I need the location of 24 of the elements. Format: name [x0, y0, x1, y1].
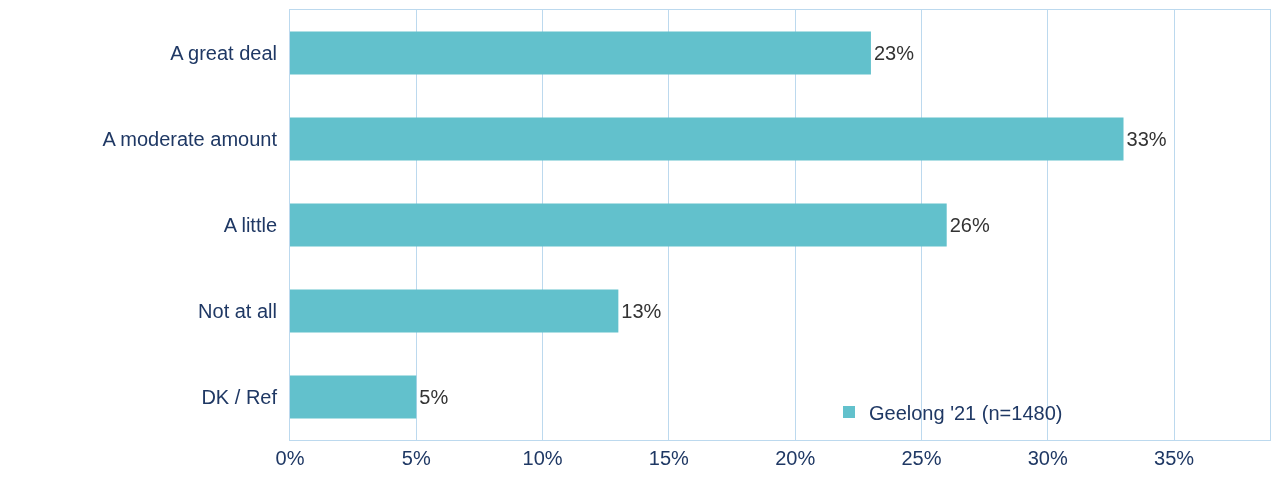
data-label: 5% — [419, 386, 449, 408]
x-tick-label: 20% — [775, 447, 816, 469]
bar — [290, 203, 947, 247]
data-label: 23% — [873, 42, 915, 64]
y-tick-label: A great deal — [170, 42, 277, 64]
y-tick-label: Not at all — [198, 300, 277, 322]
data-label: 26% — [949, 214, 990, 236]
bar — [290, 117, 1124, 161]
data-label: 13% — [621, 300, 662, 322]
x-tick-label: 0% — [275, 447, 305, 469]
bar — [290, 289, 619, 333]
x-tick-label: 35% — [1154, 447, 1195, 469]
data-label: 33% — [1126, 128, 1167, 150]
bar — [290, 31, 871, 75]
x-tick-label: 10% — [522, 447, 563, 469]
y-tick-label: DK / Ref — [201, 386, 278, 408]
legend-label: Geelong '21 (n=1480) — [869, 401, 1063, 424]
x-tick-label: 30% — [1027, 447, 1068, 469]
x-tick-label: 25% — [901, 447, 942, 469]
x-tick-label: 5% — [401, 447, 431, 469]
y-tick-label: A little — [223, 214, 277, 236]
bar — [290, 375, 417, 419]
x-tick-label: 15% — [648, 447, 690, 469]
y-tick-label: A moderate amount — [102, 128, 278, 150]
